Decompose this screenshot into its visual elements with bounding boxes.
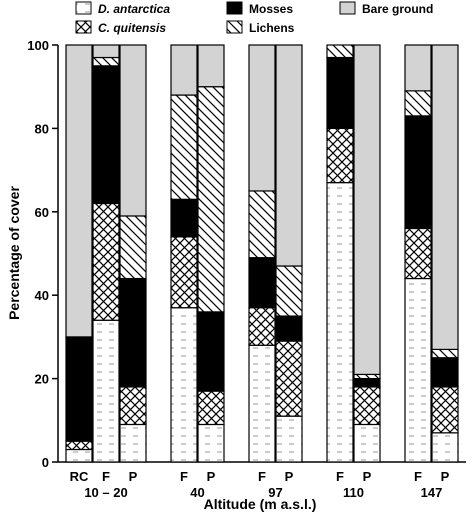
group-label-147: 147 [421, 485, 443, 500]
bar-segment-147-p-lichens [431, 348, 459, 359]
bar-segment-10-20-p-d-antarctica [119, 423, 147, 463]
group-label-97: 97 [268, 485, 282, 500]
bar-segment-97-f-lichens [248, 190, 276, 259]
bar-segment-110-f-c-quitensis [326, 127, 354, 184]
bar-label-110-f: F [336, 469, 344, 484]
legend-label-bare-ground: Bare ground [362, 2, 433, 16]
bar-label-147-p: P [441, 469, 450, 484]
bar-segment-110-p-bare-ground [353, 44, 381, 376]
bar-segment-10-20-p-mosses [119, 277, 147, 388]
legend-label-d-antarctica: D. antarctica [98, 2, 170, 16]
bar-label-40-f: F [180, 469, 188, 484]
bar-segment-10-20-rc-c-quitensis [65, 440, 93, 451]
bar-label-97-p: P [285, 469, 294, 484]
bar-segment-147-f-d-antarctica [404, 277, 432, 463]
legend-label-lichens: Lichens [249, 21, 295, 35]
bar-segment-40-f-mosses [170, 198, 198, 238]
bar-label-40-p: P [207, 469, 216, 484]
bar-segment-10-20-f-bare-ground [92, 44, 120, 59]
y-tick-label-80: 80 [35, 121, 49, 136]
bar-segment-110-p-mosses [353, 378, 381, 388]
bar-labels: RC F P F P F P F P F P [70, 469, 450, 484]
y-tick-label-60: 60 [35, 205, 49, 220]
legend: D. antarctica C. quitensis Mosses Lichens Ba… [75, 1, 433, 35]
bar-segment-40-p-bare-ground [197, 44, 225, 88]
y-tick-label-0: 0 [42, 455, 49, 470]
bar-segment-147-p-mosses [431, 357, 459, 388]
bar-segment-40-p-d-antarctica [197, 423, 225, 463]
bar-segment-10-20-p-lichens [119, 215, 147, 280]
bar-label-110-p: P [363, 469, 372, 484]
bar-segment-147-p-c-quitensis [431, 386, 459, 434]
bar-segment-10-20-p-bare-ground [119, 44, 147, 217]
bar-segment-40-f-d-antarctica [170, 307, 198, 463]
bar-segment-147-p-d-antarctica [431, 432, 459, 463]
y-tick-label-40: 40 [35, 288, 49, 303]
group-label-40: 40 [190, 485, 204, 500]
bar-segment-40-f-c-quitensis [170, 236, 198, 309]
bar-segment-110-f-lichens [326, 44, 354, 59]
bar-segment-110-p-d-antarctica [353, 423, 381, 463]
bar-segment-97-p-c-quitensis [275, 340, 303, 417]
y-tick-label-20: 20 [35, 372, 49, 387]
bar-segment-97-f-mosses [248, 257, 276, 309]
y-axis-title: Percentage of cover [6, 186, 22, 320]
y-tick-label-100: 100 [27, 38, 49, 53]
y-ticks: 0 20 40 60 80 100 [27, 38, 58, 470]
bar-segment-97-p-mosses [275, 315, 303, 342]
bar-segment-147-p-bare-ground [431, 44, 459, 351]
bar-segment-97-p-bare-ground [275, 44, 303, 267]
bar-segment-40-f-bare-ground [170, 44, 198, 96]
bar-segment-97-p-d-antarctica [275, 415, 303, 463]
bar-segment-147-f-c-quitensis [404, 227, 432, 280]
bar-segment-110-p-lichens [353, 373, 381, 380]
x-axis-title: Altitude (m a.s.l.) [204, 496, 317, 512]
bar-segment-10-20-f-mosses [92, 65, 120, 205]
bar-segment-97-p-lichens [275, 265, 303, 317]
bar-segment-10-20-rc-mosses [65, 336, 93, 442]
bar-label-10-20-f: F [102, 469, 110, 484]
bar-label-147-f: F [414, 469, 422, 484]
legend-label-mosses: Mosses [249, 2, 293, 16]
bar-segment-40-f-lichens [170, 94, 198, 200]
bar-segment-110-f-d-antarctica [326, 182, 354, 463]
bar-label-10-20-p: P [129, 469, 138, 484]
legend-swatch-c-quitensis [75, 20, 92, 34]
bar-label-10-20-rc: RC [70, 469, 89, 484]
bar-segment-97-f-d-antarctica [248, 344, 276, 463]
bar-segment-40-p-mosses [197, 311, 225, 392]
bar-segment-97-f-bare-ground [248, 44, 276, 192]
y-axis: 0 20 40 60 80 100 [27, 38, 59, 470]
legend-swatch-bare-ground [339, 1, 356, 15]
bar-segment-10-20-f-d-antarctica [92, 319, 120, 463]
legend-label-c-quitensis: C. quitensis [98, 21, 166, 35]
bar-segment-147-f-lichens [404, 90, 432, 117]
bar-segment-147-f-mosses [404, 115, 432, 230]
legend-swatch-mosses [226, 1, 243, 15]
group-label-10-20: 10 – 20 [84, 485, 127, 500]
group-label-110: 110 [343, 485, 364, 500]
bar-segment-97-f-c-quitensis [248, 307, 276, 346]
bar-segment-10-20-rc-d-antarctica [65, 448, 93, 463]
bar-segment-10-20-p-c-quitensis [119, 386, 147, 426]
bar-label-97-f: F [258, 469, 266, 484]
bar-segment-110-p-c-quitensis [353, 386, 381, 426]
bar-segment-10-20-rc-bare-ground [65, 44, 93, 338]
group-labels: 10 – 20 40 97 110 147 [84, 485, 442, 500]
bar-segment-10-20-f-lichens [92, 56, 120, 67]
bar-segment-40-p-c-quitensis [197, 390, 225, 426]
bar-segment-147-f-bare-ground [404, 44, 432, 92]
bars-layer [65, 44, 459, 463]
bar-segment-40-p-lichens [197, 86, 225, 313]
legend-swatch-lichens [226, 20, 243, 34]
bar-segment-10-20-f-c-quitensis [92, 202, 120, 321]
bar-segment-110-f-mosses [326, 56, 354, 129]
legend-swatch-d-antarctica [75, 1, 92, 15]
